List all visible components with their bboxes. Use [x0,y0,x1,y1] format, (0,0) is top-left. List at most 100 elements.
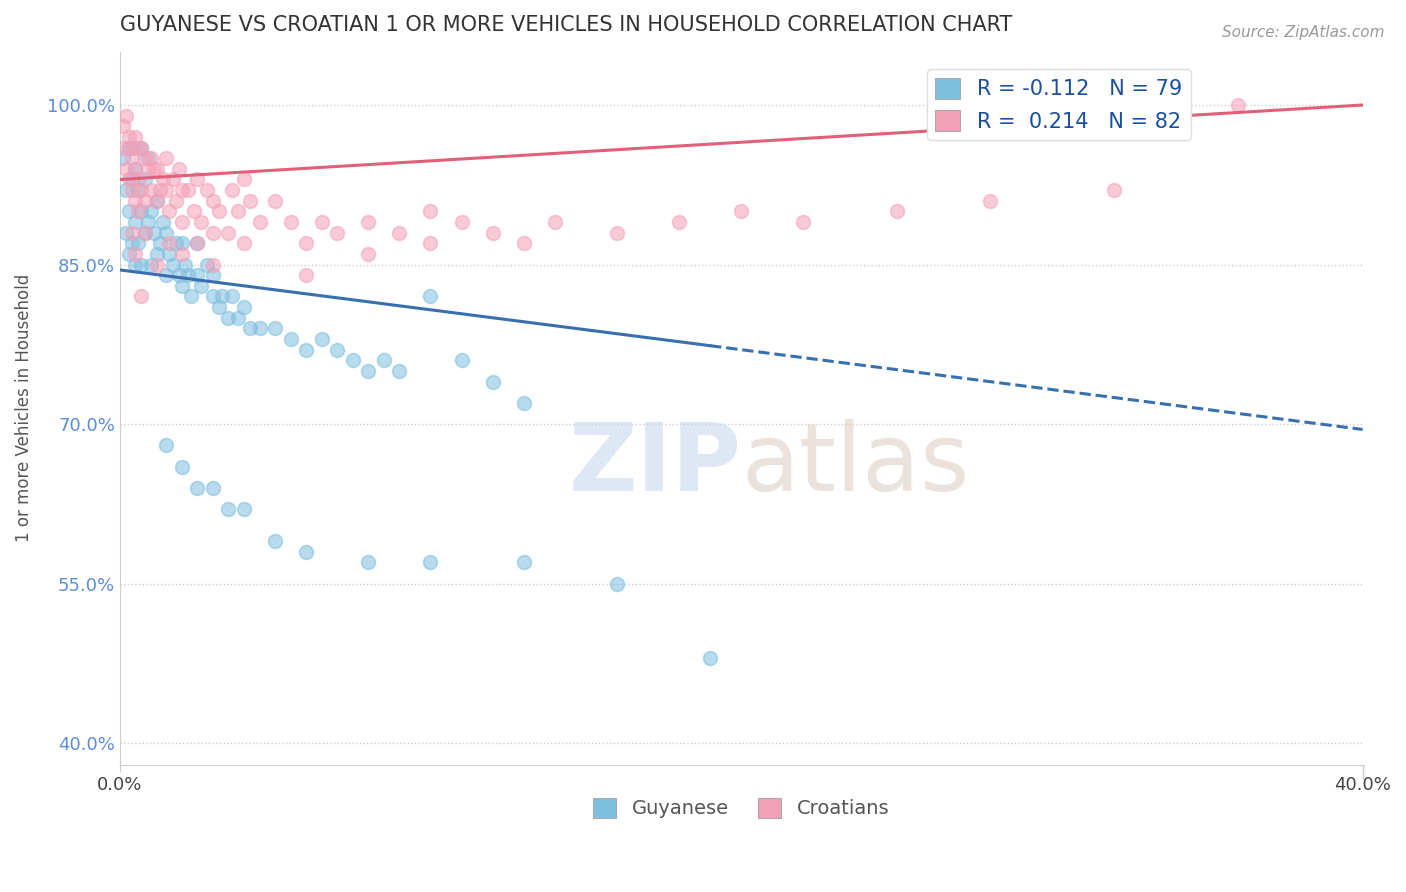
Text: atlas: atlas [741,419,969,511]
Point [280,215,302,229]
Point [170,183,193,197]
Point [218,226,240,240]
Point [146,161,169,176]
Point [118,247,141,261]
Point [124,161,146,176]
Point [357,364,380,378]
Point [159,247,181,261]
Point [127,204,149,219]
Point [165,194,187,208]
Point [111,140,134,154]
Legend: Guyanese, Croatians: Guyanese, Croatians [585,790,897,826]
Point [159,236,181,251]
Point [152,215,174,229]
Point [186,268,208,283]
Point [419,556,441,570]
Point [311,332,333,346]
Y-axis label: 1 or more Vehicles in Household: 1 or more Vehicles in Household [15,274,32,542]
Point [134,226,156,240]
Point [218,310,240,325]
Point [295,545,318,559]
Point [730,204,752,219]
Point [167,161,190,176]
Point [121,140,143,154]
Point [481,375,503,389]
Point [121,151,143,165]
Point [388,364,411,378]
Point [326,226,349,240]
Point [131,204,153,219]
Point [155,438,177,452]
Point [170,247,193,261]
Point [388,226,411,240]
Point [512,236,534,251]
Point [295,343,318,357]
Point [118,172,141,186]
Point [159,204,181,219]
Point [186,481,208,495]
Point [280,332,302,346]
Point [357,556,380,570]
Point [155,151,177,165]
Text: ZIP: ZIP [568,419,741,511]
Point [239,194,262,208]
Point [142,161,165,176]
Point [134,151,156,165]
Point [195,258,218,272]
Point [127,172,149,186]
Point [1227,98,1250,112]
Point [121,236,143,251]
Point [668,215,690,229]
Point [979,194,1001,208]
Point [134,172,156,186]
Point [165,236,187,251]
Point [606,576,628,591]
Point [326,343,349,357]
Point [170,236,193,251]
Point [115,161,138,176]
Point [1102,183,1125,197]
Point [481,226,503,240]
Point [264,534,287,549]
Point [139,183,162,197]
Point [357,247,380,261]
Point [450,353,472,368]
Point [162,172,184,186]
Point [124,194,146,208]
Point [155,268,177,283]
Point [419,236,441,251]
Point [512,396,534,410]
Point [174,258,197,272]
Point [127,140,149,154]
Point [124,258,146,272]
Point [118,140,141,154]
Point [131,289,153,303]
Point [218,502,240,516]
Point [183,204,205,219]
Point [146,194,169,208]
Point [233,172,256,186]
Point [342,353,364,368]
Point [115,109,138,123]
Point [264,194,287,208]
Point [115,226,138,240]
Point [208,300,231,314]
Point [152,172,174,186]
Point [311,215,333,229]
Point [233,300,256,314]
Point [134,226,156,240]
Point [201,226,224,240]
Point [142,226,165,240]
Text: Source: ZipAtlas.com: Source: ZipAtlas.com [1222,25,1385,40]
Point [136,151,159,165]
Point [139,258,162,272]
Point [249,215,271,229]
Point [139,204,162,219]
Point [149,236,172,251]
Point [149,183,172,197]
Point [226,204,249,219]
Point [226,310,249,325]
Point [233,236,256,251]
Point [186,172,208,186]
Point [118,204,141,219]
